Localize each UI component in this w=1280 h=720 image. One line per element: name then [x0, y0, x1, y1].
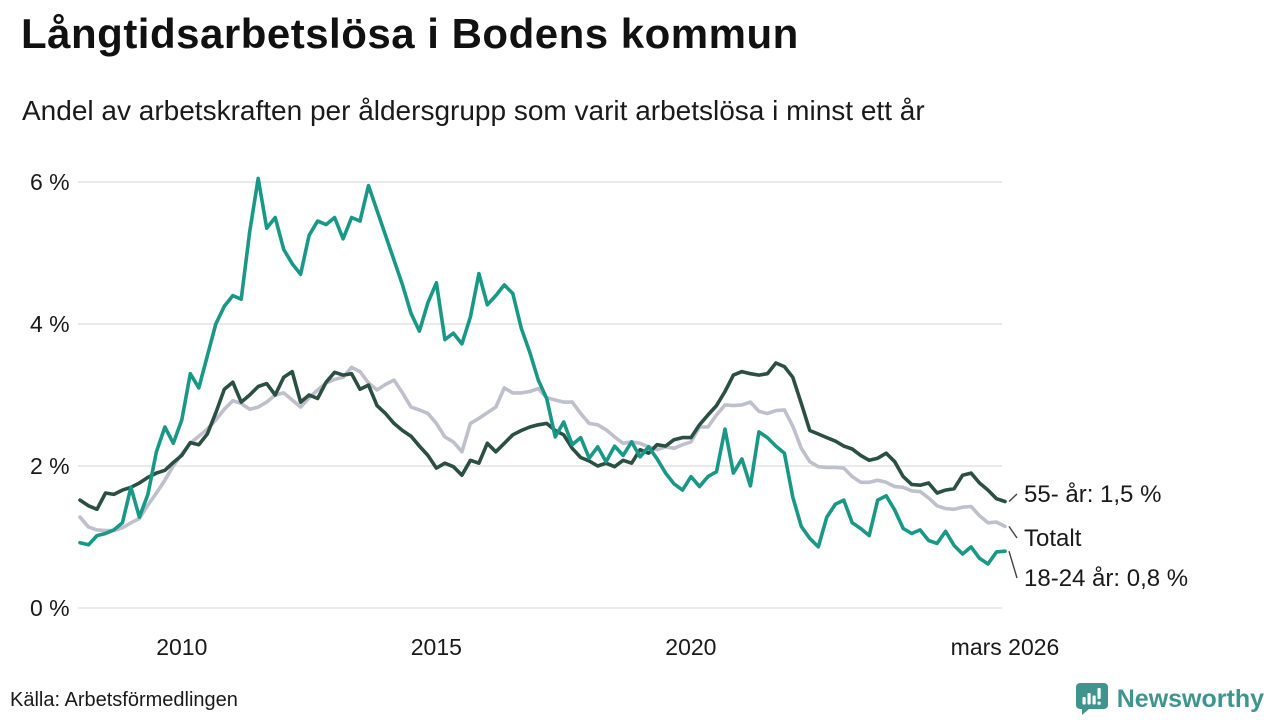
brand-name: Newsworthy — [1116, 684, 1264, 713]
series-line — [78, 176, 1007, 566]
series-line — [78, 361, 1007, 512]
x-tick-label: 2015 — [411, 634, 462, 660]
brand-footer: Newsworthy — [1075, 682, 1264, 716]
x-tick-label: 2020 — [665, 634, 716, 660]
label-leader-line — [1008, 525, 1018, 539]
page-title: Långtidsarbetslösa i Bodens kommun — [21, 10, 799, 57]
newsworthy-logo-icon — [1075, 683, 1108, 715]
y-tick-label: 4 % — [30, 311, 70, 337]
chart-subtitle: Andel av arbetskraften per åldersgrupp s… — [22, 95, 925, 126]
x-tick-label: 2010 — [156, 634, 207, 660]
source-note: Källa: Arbetsförmedlingen — [10, 689, 238, 711]
y-tick-label: 2 % — [30, 453, 70, 479]
series-end-label: Totalt — [1024, 525, 1082, 552]
series-end-label: 18-24 år: 0,8 % — [1024, 565, 1188, 592]
y-tick-label: 6 % — [30, 169, 70, 195]
label-leader-line — [1008, 550, 1018, 579]
x-tick-label: mars 2026 — [951, 634, 1060, 660]
y-tick-label: 0 % — [30, 595, 70, 621]
label-leader-line — [1008, 493, 1018, 503]
series-end-label: 55- år: 1,5 % — [1024, 481, 1161, 508]
